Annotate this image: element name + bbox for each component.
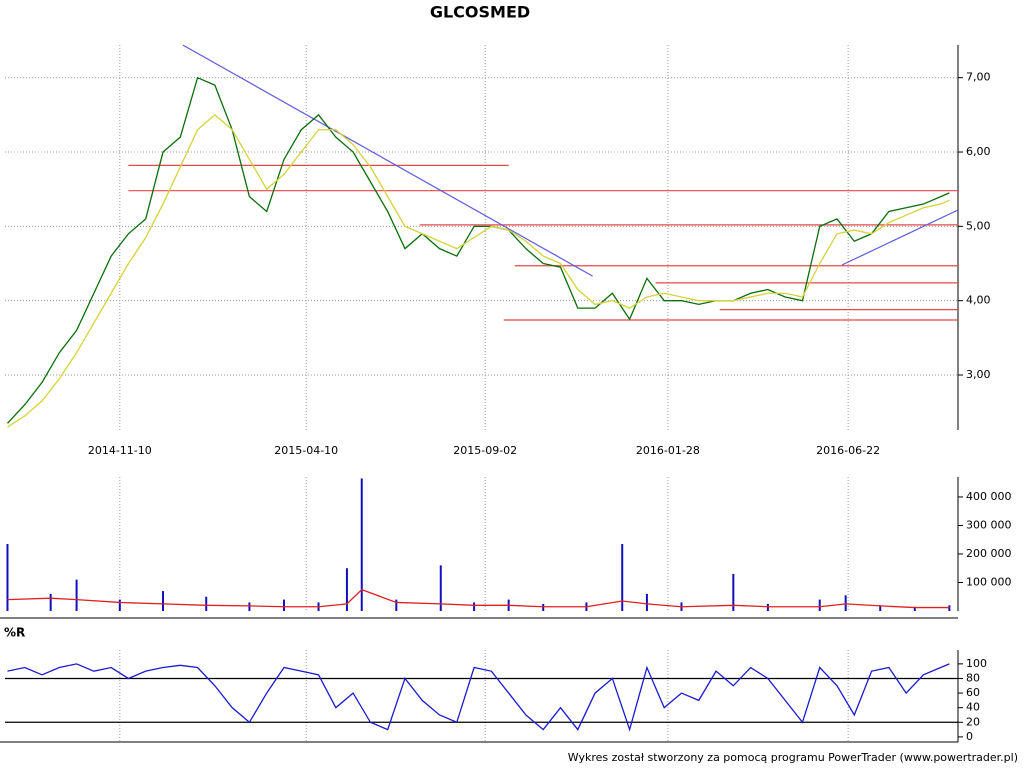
volume-bar xyxy=(879,605,882,611)
y-tick-label: 3,00 xyxy=(966,368,991,381)
volume-bar xyxy=(818,599,821,611)
volume-bar xyxy=(205,596,208,611)
x-tick-label: 2015-04-10 xyxy=(274,444,338,457)
volume-bar xyxy=(913,606,916,611)
y-tick-label: 100 xyxy=(966,657,987,670)
x-tick-label: 2016-06-22 xyxy=(816,444,880,457)
y-tick-label: 4,00 xyxy=(966,294,991,307)
y-tick-label: 300 000 xyxy=(966,518,1012,531)
volume-bar xyxy=(282,599,285,611)
volume-bar xyxy=(6,544,9,611)
volume-bar xyxy=(345,568,348,611)
volume-bar xyxy=(732,573,735,611)
y-tick-label: 5,00 xyxy=(966,219,991,232)
volume-bar xyxy=(162,591,165,611)
x-tick-label: 2016-01-28 xyxy=(636,444,700,457)
volume-bar xyxy=(473,602,476,611)
y-tick-label: 6,00 xyxy=(966,145,991,158)
series-line xyxy=(7,588,950,609)
y-tick-label: 100 000 xyxy=(966,575,1012,588)
y-tick-label: 80 xyxy=(966,671,980,684)
y-tick-label: 7,00 xyxy=(966,71,991,84)
volume-bar xyxy=(542,603,545,611)
volume-bar xyxy=(645,593,648,611)
volume-bar xyxy=(844,595,847,611)
y-tick-label: 20 xyxy=(966,715,980,728)
series-line xyxy=(6,76,950,424)
y-tick-label: 60 xyxy=(966,686,980,699)
y-tick-label: 40 xyxy=(966,701,980,714)
volume-bar xyxy=(766,603,769,611)
volume-bar xyxy=(439,565,442,611)
volume-bar xyxy=(360,478,363,611)
y-tick-label: 0 xyxy=(966,730,973,743)
volume-bar xyxy=(395,599,398,611)
series-line xyxy=(7,114,950,428)
volume-bar xyxy=(49,593,52,611)
y-tick-label: 200 000 xyxy=(966,547,1012,560)
volume-bar xyxy=(75,579,78,611)
trend-line xyxy=(182,44,593,277)
x-tick-label: 2015-09-02 xyxy=(453,444,517,457)
y-tick-label: 400 000 xyxy=(966,490,1012,503)
trend-line xyxy=(841,209,959,266)
volume-bar xyxy=(621,544,624,611)
x-tick-label: 2014-11-10 xyxy=(88,444,152,457)
footer: Wykres został stworzony za pomocą progra… xyxy=(568,751,1018,764)
volume-bar xyxy=(118,599,121,611)
series-line xyxy=(7,663,950,732)
chart-title: GLCOSMED xyxy=(430,3,530,22)
volume-bar xyxy=(248,602,251,611)
panel-title: %R xyxy=(4,626,25,640)
